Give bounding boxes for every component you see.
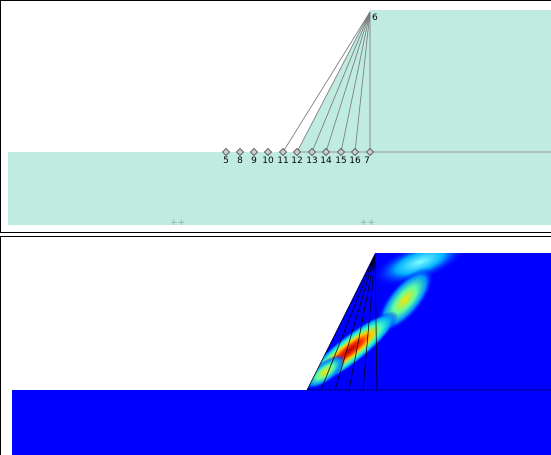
node-label: 7 [364,156,370,166]
node-label: 8 [237,156,243,166]
node-label: 15 [335,156,346,166]
mark: ++ [360,218,375,228]
node-label: 12 [291,156,302,166]
node-label: 5 [223,156,229,166]
node-label: 14 [320,156,332,166]
node-label: 9 [251,156,257,166]
node-label: 13 [306,156,317,166]
node-label: 10 [262,156,274,166]
node-label: 16 [349,156,361,166]
mark: ++ [170,218,185,228]
apex-label: 6 [372,13,378,23]
screenshot: 589 101112 131415167 6 ++ ++ [0,0,551,455]
page: {"top_panel": {"apex_node": "6", "base_n… [0,0,551,455]
bottom-panel [1,228,551,455]
node-label: 11 [277,156,288,166]
